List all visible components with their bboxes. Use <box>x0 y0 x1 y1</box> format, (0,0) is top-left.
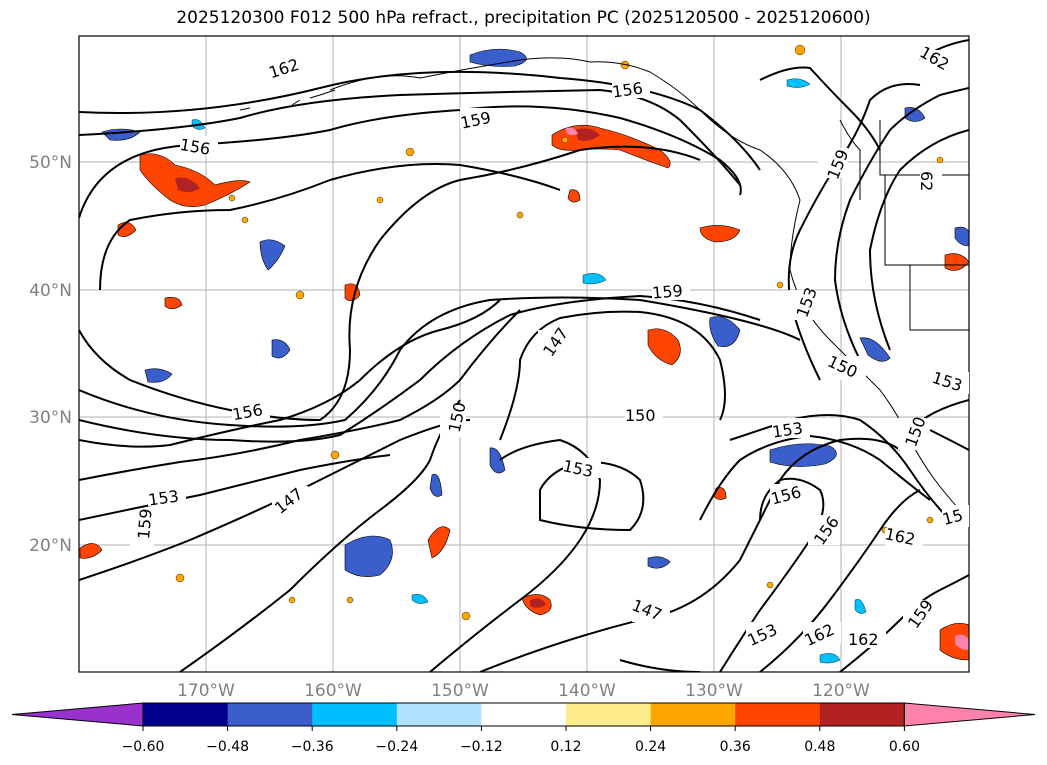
colorbar-segment <box>819 703 905 726</box>
colorbar-tick-label: 0.48 <box>804 739 835 755</box>
contour-label: 62 <box>917 171 936 191</box>
coastlines <box>239 57 969 521</box>
colorbar-tick-label: −0.12 <box>460 739 503 755</box>
lon-label-120w: 120°W <box>812 681 870 701</box>
contour-label: 153 <box>771 418 804 441</box>
page-title: 2025120300 F012 500 hPa refract., precip… <box>176 8 871 28</box>
contour-label: 156 <box>611 78 644 101</box>
colorbar-tick-label: 0.36 <box>720 739 751 755</box>
colorbar-border <box>142 702 905 727</box>
colorbar-tick-label: −0.36 <box>291 739 334 755</box>
colorbar-tick-label: −0.24 <box>375 739 418 755</box>
lat-label-40n: 40°N <box>29 281 72 301</box>
colorbar-tick-label: 0.60 <box>889 739 920 755</box>
precip-dots <box>175 44 944 621</box>
precip-weak-neg <box>191 78 867 664</box>
contour-lines <box>79 39 969 672</box>
lon-label-130w: 130°W <box>685 681 743 701</box>
precip-negative <box>101 48 969 577</box>
lon-labels: 170°W 160°W 150°W 140°W 130°W 120°W <box>177 681 870 701</box>
contour-label: 162 <box>848 630 879 649</box>
colorbar-segment <box>481 703 567 726</box>
lat-label-20n: 20°N <box>29 536 72 556</box>
lon-label-140w: 140°W <box>558 681 616 701</box>
colorbar: −0.60 −0.48 −0.36 −0.24 −0.12 0.12 0.24 0.36 0.4… <box>11 702 1036 755</box>
colorbar-segment <box>312 703 398 726</box>
colorbar-tick-label: −0.60 <box>122 739 165 755</box>
contour-label: 150 <box>625 406 656 425</box>
contour-label: 159 <box>651 281 683 303</box>
colorbar-segment <box>227 703 313 726</box>
colorbar-segment <box>735 703 821 726</box>
contour-label: 159 <box>134 508 156 540</box>
colorbar-segment <box>396 703 482 726</box>
colorbar-tick-label: 0.24 <box>635 739 666 755</box>
colorbar-segment <box>143 703 229 726</box>
contour-label: 15 <box>940 505 965 529</box>
lon-label-160w: 160°W <box>304 681 362 701</box>
colorbar-segment <box>650 703 736 726</box>
precip-max <box>566 127 969 650</box>
lon-label-150w: 150°W <box>431 681 489 701</box>
colorbar-segment <box>566 703 652 726</box>
lat-label-50n: 50°N <box>29 153 72 173</box>
precip-strong <box>175 128 600 608</box>
precip-blobs <box>79 44 969 664</box>
map-border <box>78 35 970 673</box>
contour-label: 153 <box>147 486 180 509</box>
lat-labels: 50°N 40°N 30°N 20°N <box>29 153 72 556</box>
colorbar-tick-label: 0.12 <box>550 739 581 755</box>
colorbar-extend-high <box>903 702 1036 727</box>
colorbar-tick-label: −0.48 <box>206 739 249 755</box>
lat-label-30n: 30°N <box>29 408 72 428</box>
lon-label-170w: 170°W <box>177 681 235 701</box>
colorbar-extend-low <box>11 702 144 727</box>
